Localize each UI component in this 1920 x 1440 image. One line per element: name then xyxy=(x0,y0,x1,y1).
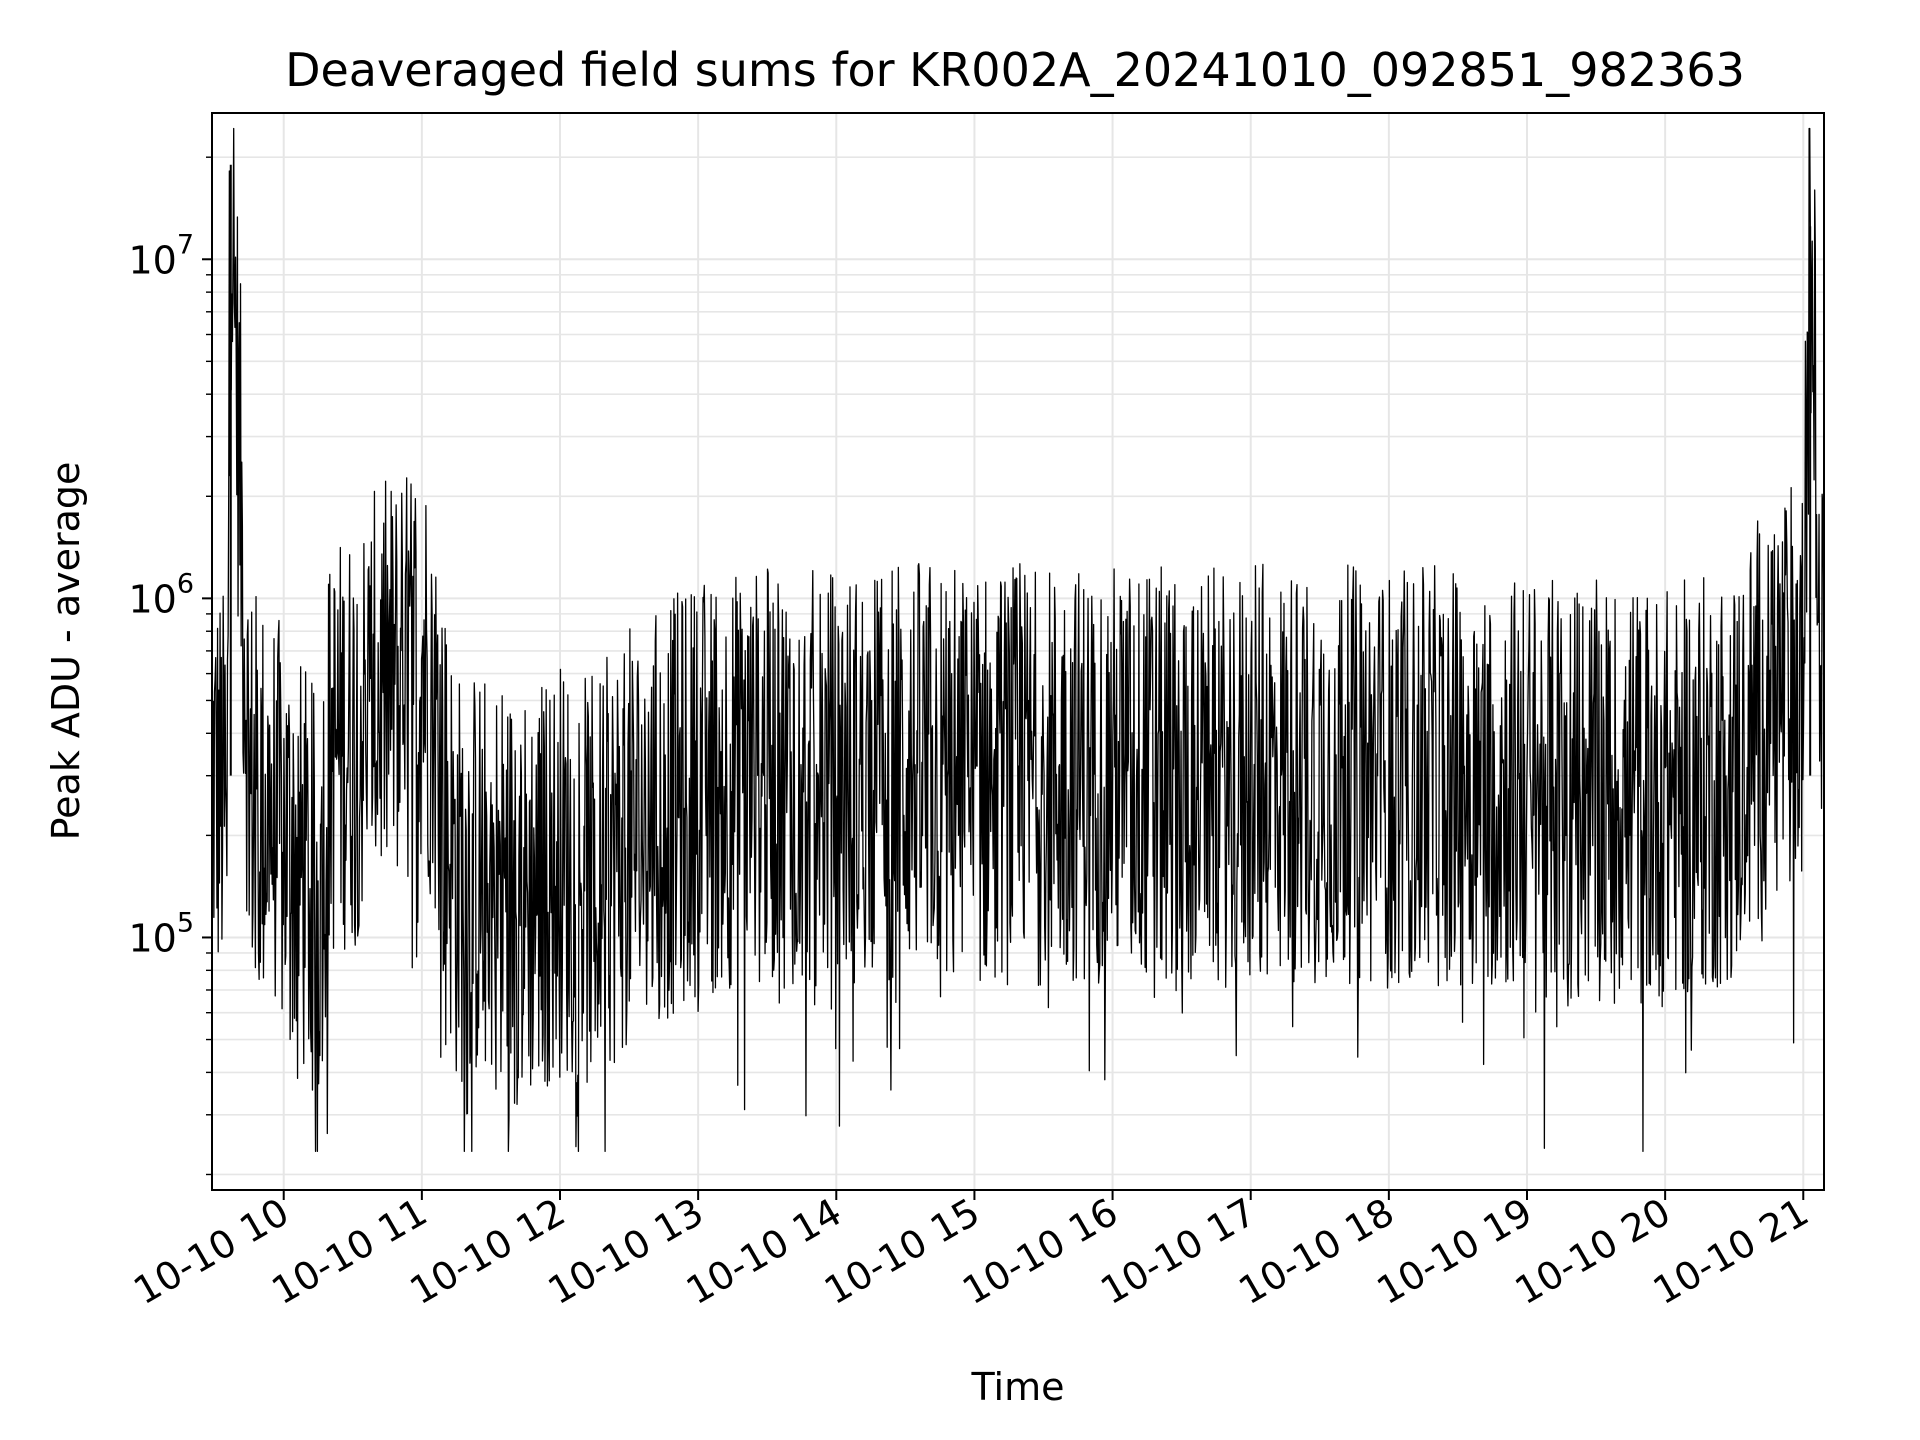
y-tick-label: 107 xyxy=(128,229,194,282)
plot-frame xyxy=(211,112,1825,1191)
y-tick-exponent: 7 xyxy=(177,229,194,260)
series-line xyxy=(211,127,1825,1153)
y-tick-label: 106 xyxy=(128,568,194,621)
y-tick-exponent: 5 xyxy=(177,907,194,938)
x-axis-label: Time xyxy=(971,1365,1065,1409)
chart-title: Deaveraged field sums for KR002A_2024101… xyxy=(285,43,1745,97)
series-layer xyxy=(211,127,1825,1153)
y-tick-base: 10 xyxy=(128,916,176,960)
y-tick-label: 105 xyxy=(128,907,194,960)
y-tick-base: 10 xyxy=(128,577,176,621)
y-tick-base: 10 xyxy=(128,238,176,282)
y-axis-label: Peak ADU - average xyxy=(44,462,88,841)
y-tick-exponent: 6 xyxy=(177,568,194,599)
